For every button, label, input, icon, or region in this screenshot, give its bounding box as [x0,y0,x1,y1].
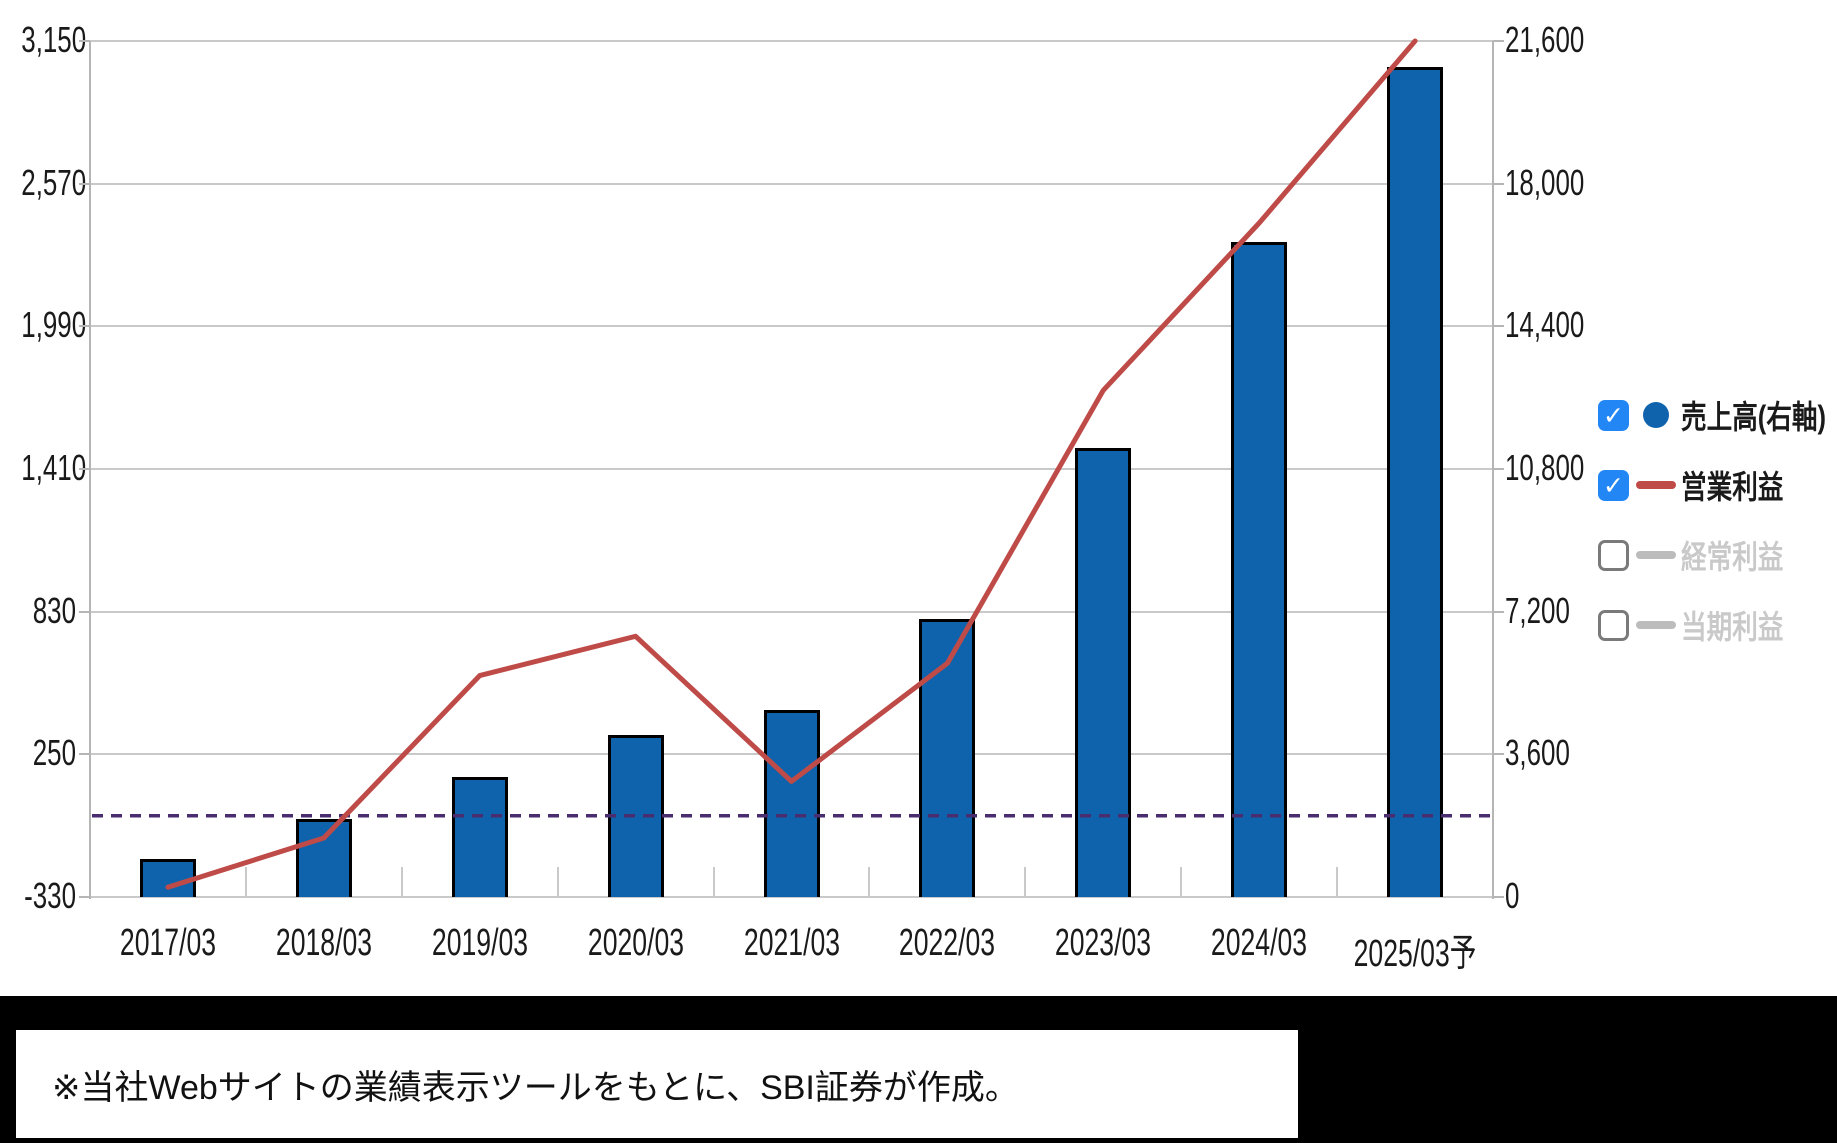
right-axis-tick [1493,753,1504,756]
category-tick [1180,867,1183,897]
right-axis-tick [1493,182,1504,185]
left-axis-tick [79,468,90,470]
left-axis-tick [79,325,90,328]
right-axis-tick-label: 10,800 [1505,447,1585,488]
legend-label: 当期利益 [1681,609,1784,645]
legend-item-経常利益: 経常利益 [1598,520,1837,590]
right-axis-tick-label: 7,200 [1505,589,1570,631]
x-axis-label: 2023/03 [1055,922,1152,964]
x-axis-label: 2022/03 [899,922,996,964]
left-axis-tick-label: 1,410 [21,447,87,488]
footnote-text: ※当社Webサイトの業績表示ツールをもとに、SBI証券が作成。 [52,1069,1019,1107]
right-axis-tick-label: 0 [1505,875,1520,916]
series-marker [1643,402,1669,428]
x-axis-label: 2017/03 [119,922,217,964]
gridline [90,40,1493,42]
left-axis-tick-label: 1,990 [21,304,87,346]
legend-checkbox-営業利益[interactable]: ✓ [1598,469,1629,501]
category-tick [400,867,403,897]
left-axis-tick-label: 250 [32,732,76,774]
left-axis-tick [79,896,90,898]
gridline [90,182,1493,185]
gridline [90,896,1493,898]
footnote-box: ※当社Webサイトの業績表示ツールをもとに、SBI証券が作成。 [16,1030,1298,1138]
category-tick [244,867,247,897]
legend-item-当期利益: 当期利益 [1598,590,1837,660]
revenue-bar-2019/03 [451,777,508,897]
line-marker-icon [1633,481,1679,489]
check-icon: ✓ [1603,400,1624,430]
left-axis-tick [79,182,90,185]
x-axis-label: 2025/03予 [1353,933,1477,975]
left-axis-line [89,41,91,899]
revenue-bar-2018/03 [295,819,352,897]
left-axis-tick-label: 3,150 [21,19,87,60]
legend-checkbox-売上高(右軸)[interactable]: ✓ [1598,399,1629,431]
right-axis-line [1492,41,1494,899]
category-tick [868,867,871,897]
left-axis-tick [79,610,90,613]
series-marker [1636,621,1676,629]
line-marker-icon [1633,621,1679,629]
left-axis-tick-label: 2,570 [21,161,87,203]
legend-checkbox-経常利益[interactable] [1598,539,1629,571]
series-marker [1636,481,1676,489]
line-layer [92,38,1491,890]
left-axis-tick-label: 830 [32,589,76,631]
plot-area [90,38,1493,898]
legend-label: 売上高(右軸) [1681,399,1827,435]
right-axis-tick [1493,325,1504,328]
legend-label: 経常利益 [1681,539,1784,575]
x-axis-label: 2019/03 [431,922,528,964]
category-tick [712,867,715,897]
gridline [90,610,1493,613]
left-axis-tick-label: -330 [24,875,76,916]
right-axis-tick-label: 14,400 [1505,304,1585,346]
right-axis-tick [1493,896,1504,898]
revenue-bar-2024/03 [1231,241,1288,897]
gridline [90,468,1493,470]
legend-label: 営業利益 [1681,469,1784,505]
revenue-bar-2023/03 [1075,447,1132,897]
check-icon: ✓ [1603,470,1624,500]
right-axis-tick [1493,468,1504,470]
category-tick [1024,867,1027,897]
x-axis-label: 2024/03 [1211,922,1308,964]
revenue-bar-2025/03予 [1387,66,1444,897]
category-tick [1336,867,1339,897]
x-axis-label: 2020/03 [587,922,684,964]
right-axis-tick-label: 18,000 [1505,161,1585,203]
x-axis-label: 2018/03 [275,922,372,964]
legend-checkbox-当期利益[interactable] [1598,609,1629,641]
right-axis-tick-label: 21,600 [1505,19,1585,60]
x-axis-label: 2021/03 [743,922,840,964]
right-axis-tick [1493,40,1504,42]
circle-marker-icon [1633,402,1679,428]
right-axis-tick [1493,610,1504,613]
right-axis-tick-label: 3,600 [1505,732,1570,774]
left-axis-tick [79,753,90,756]
left-axis-tick [79,40,90,42]
legend-item-売上高(右軸): ✓ 売上高(右軸) [1598,380,1837,450]
chart-panel: 3,150 2,570 1,990 1,410 830 250 -330 21,600 18,… [0,0,1837,996]
category-tick [556,867,559,897]
revenue-bar-2021/03 [763,710,820,897]
operating-profit-line [165,38,1418,890]
line-marker-icon [1633,551,1679,559]
series-marker [1636,551,1676,559]
legend-item-営業利益: ✓ 営業利益 [1598,450,1837,520]
gridline [90,325,1493,328]
